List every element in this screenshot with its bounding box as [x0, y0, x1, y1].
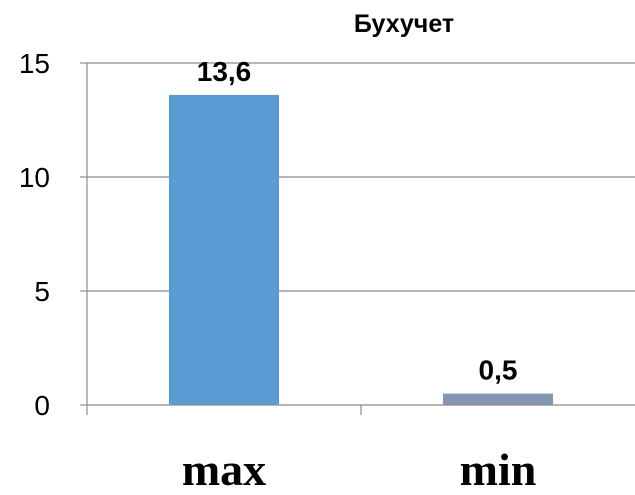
axes: [80, 62, 635, 415]
chart-title: Бухучет: [354, 10, 454, 38]
y-tick-label: 0: [34, 390, 50, 421]
y-tick-label: 10: [19, 162, 50, 193]
y-tick-label: 15: [19, 48, 50, 79]
data-label-min: 0,5: [479, 355, 518, 386]
x-tick-label-min: min: [460, 444, 537, 490]
bar-max: [169, 94, 279, 406]
bars: [169, 94, 553, 406]
data-label-max: 13,6: [197, 56, 252, 87]
labels: 0 5 10 15 13,6 max 0,5 min: [19, 48, 537, 495]
bar-min: [443, 393, 553, 405]
x-tick-label-max: max: [182, 444, 266, 490]
y-tick-label: 5: [34, 276, 50, 307]
